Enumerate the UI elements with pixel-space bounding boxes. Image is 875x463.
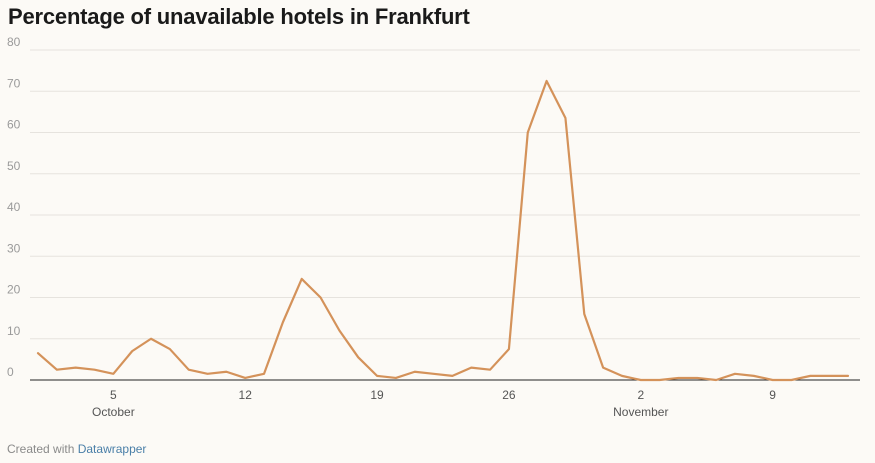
data-point-21 [412, 369, 417, 374]
data-point-27 [525, 130, 530, 135]
data-point-15 [299, 276, 304, 281]
data-point-8 [167, 347, 172, 352]
x-tick-label-5: 5 [110, 388, 117, 402]
data-point-42 [808, 373, 813, 378]
x-axis-ticks: 5 October 12 19 26 2 November 9 [92, 388, 776, 419]
data-point-38 [732, 371, 737, 376]
y-tick-label-50: 50 [7, 159, 21, 173]
data-point-18 [356, 355, 361, 360]
data-point-36 [695, 375, 700, 380]
series-line-unavailable-hotels [36, 79, 850, 382]
data-point-1 [36, 351, 41, 356]
data-point-17 [337, 328, 342, 333]
x-tick-label-19: 19 [370, 388, 384, 402]
x-tick-label-2: 2 [637, 388, 644, 402]
x-tick-label-26: 26 [502, 388, 516, 402]
footer-credit: Created with Datawrapper [7, 442, 146, 456]
datawrapper-link[interactable]: Datawrapper [77, 442, 147, 456]
data-point-43 [827, 373, 832, 378]
data-point-39 [751, 373, 756, 378]
data-point-29 [563, 116, 568, 121]
data-point-25 [488, 367, 493, 372]
data-point-26 [506, 347, 511, 352]
data-point-33 [638, 378, 643, 383]
data-point-41 [789, 378, 794, 383]
data-point-35 [676, 375, 681, 380]
data-point-34 [657, 378, 662, 383]
page-title: Percentage of unavailable hotels in Fran… [8, 4, 470, 29]
data-point-13 [262, 371, 267, 376]
y-tick-label-40: 40 [7, 200, 21, 214]
y-tick-label-20: 20 [7, 283, 21, 297]
y-axis-ticks: 0 10 20 30 40 50 60 70 80 [7, 35, 21, 379]
data-point-2 [54, 367, 59, 372]
data-point-30 [582, 312, 587, 317]
data-point-11 [224, 369, 229, 374]
data-point-22 [431, 371, 436, 376]
data-point-44 [846, 373, 851, 378]
data-point-28 [544, 78, 549, 83]
data-point-23 [450, 373, 455, 378]
data-point-3 [73, 365, 78, 370]
y-tick-label-60: 60 [7, 118, 21, 132]
data-point-7 [149, 336, 154, 341]
data-point-4 [92, 367, 97, 372]
data-point-37 [714, 378, 719, 383]
data-point-14 [280, 320, 285, 325]
data-point-16 [318, 295, 323, 300]
series-group [36, 78, 851, 383]
data-point-31 [601, 365, 606, 370]
y-tick-label-30: 30 [7, 241, 21, 255]
gridlines [30, 49, 860, 340]
x-tick-label-9: 9 [769, 388, 776, 402]
x-tick-label-12: 12 [239, 388, 253, 402]
data-point-32 [619, 373, 624, 378]
data-point-19 [375, 373, 380, 378]
y-tick-label-0: 0 [7, 365, 14, 379]
y-tick-label-10: 10 [7, 324, 21, 338]
data-point-20 [393, 375, 398, 380]
data-point-6 [130, 349, 135, 354]
y-tick-label-70: 70 [7, 76, 21, 90]
data-point-24 [469, 365, 474, 370]
y-tick-label-80: 80 [7, 35, 21, 49]
data-point-5 [111, 371, 116, 376]
data-point-9 [186, 367, 191, 372]
x-month-label-october: October [92, 405, 135, 419]
x-month-label-november: November [613, 405, 668, 419]
data-point-10 [205, 371, 210, 376]
data-point-12 [243, 375, 248, 380]
footer-prefix: Created with [7, 442, 75, 456]
data-point-40 [770, 378, 775, 383]
